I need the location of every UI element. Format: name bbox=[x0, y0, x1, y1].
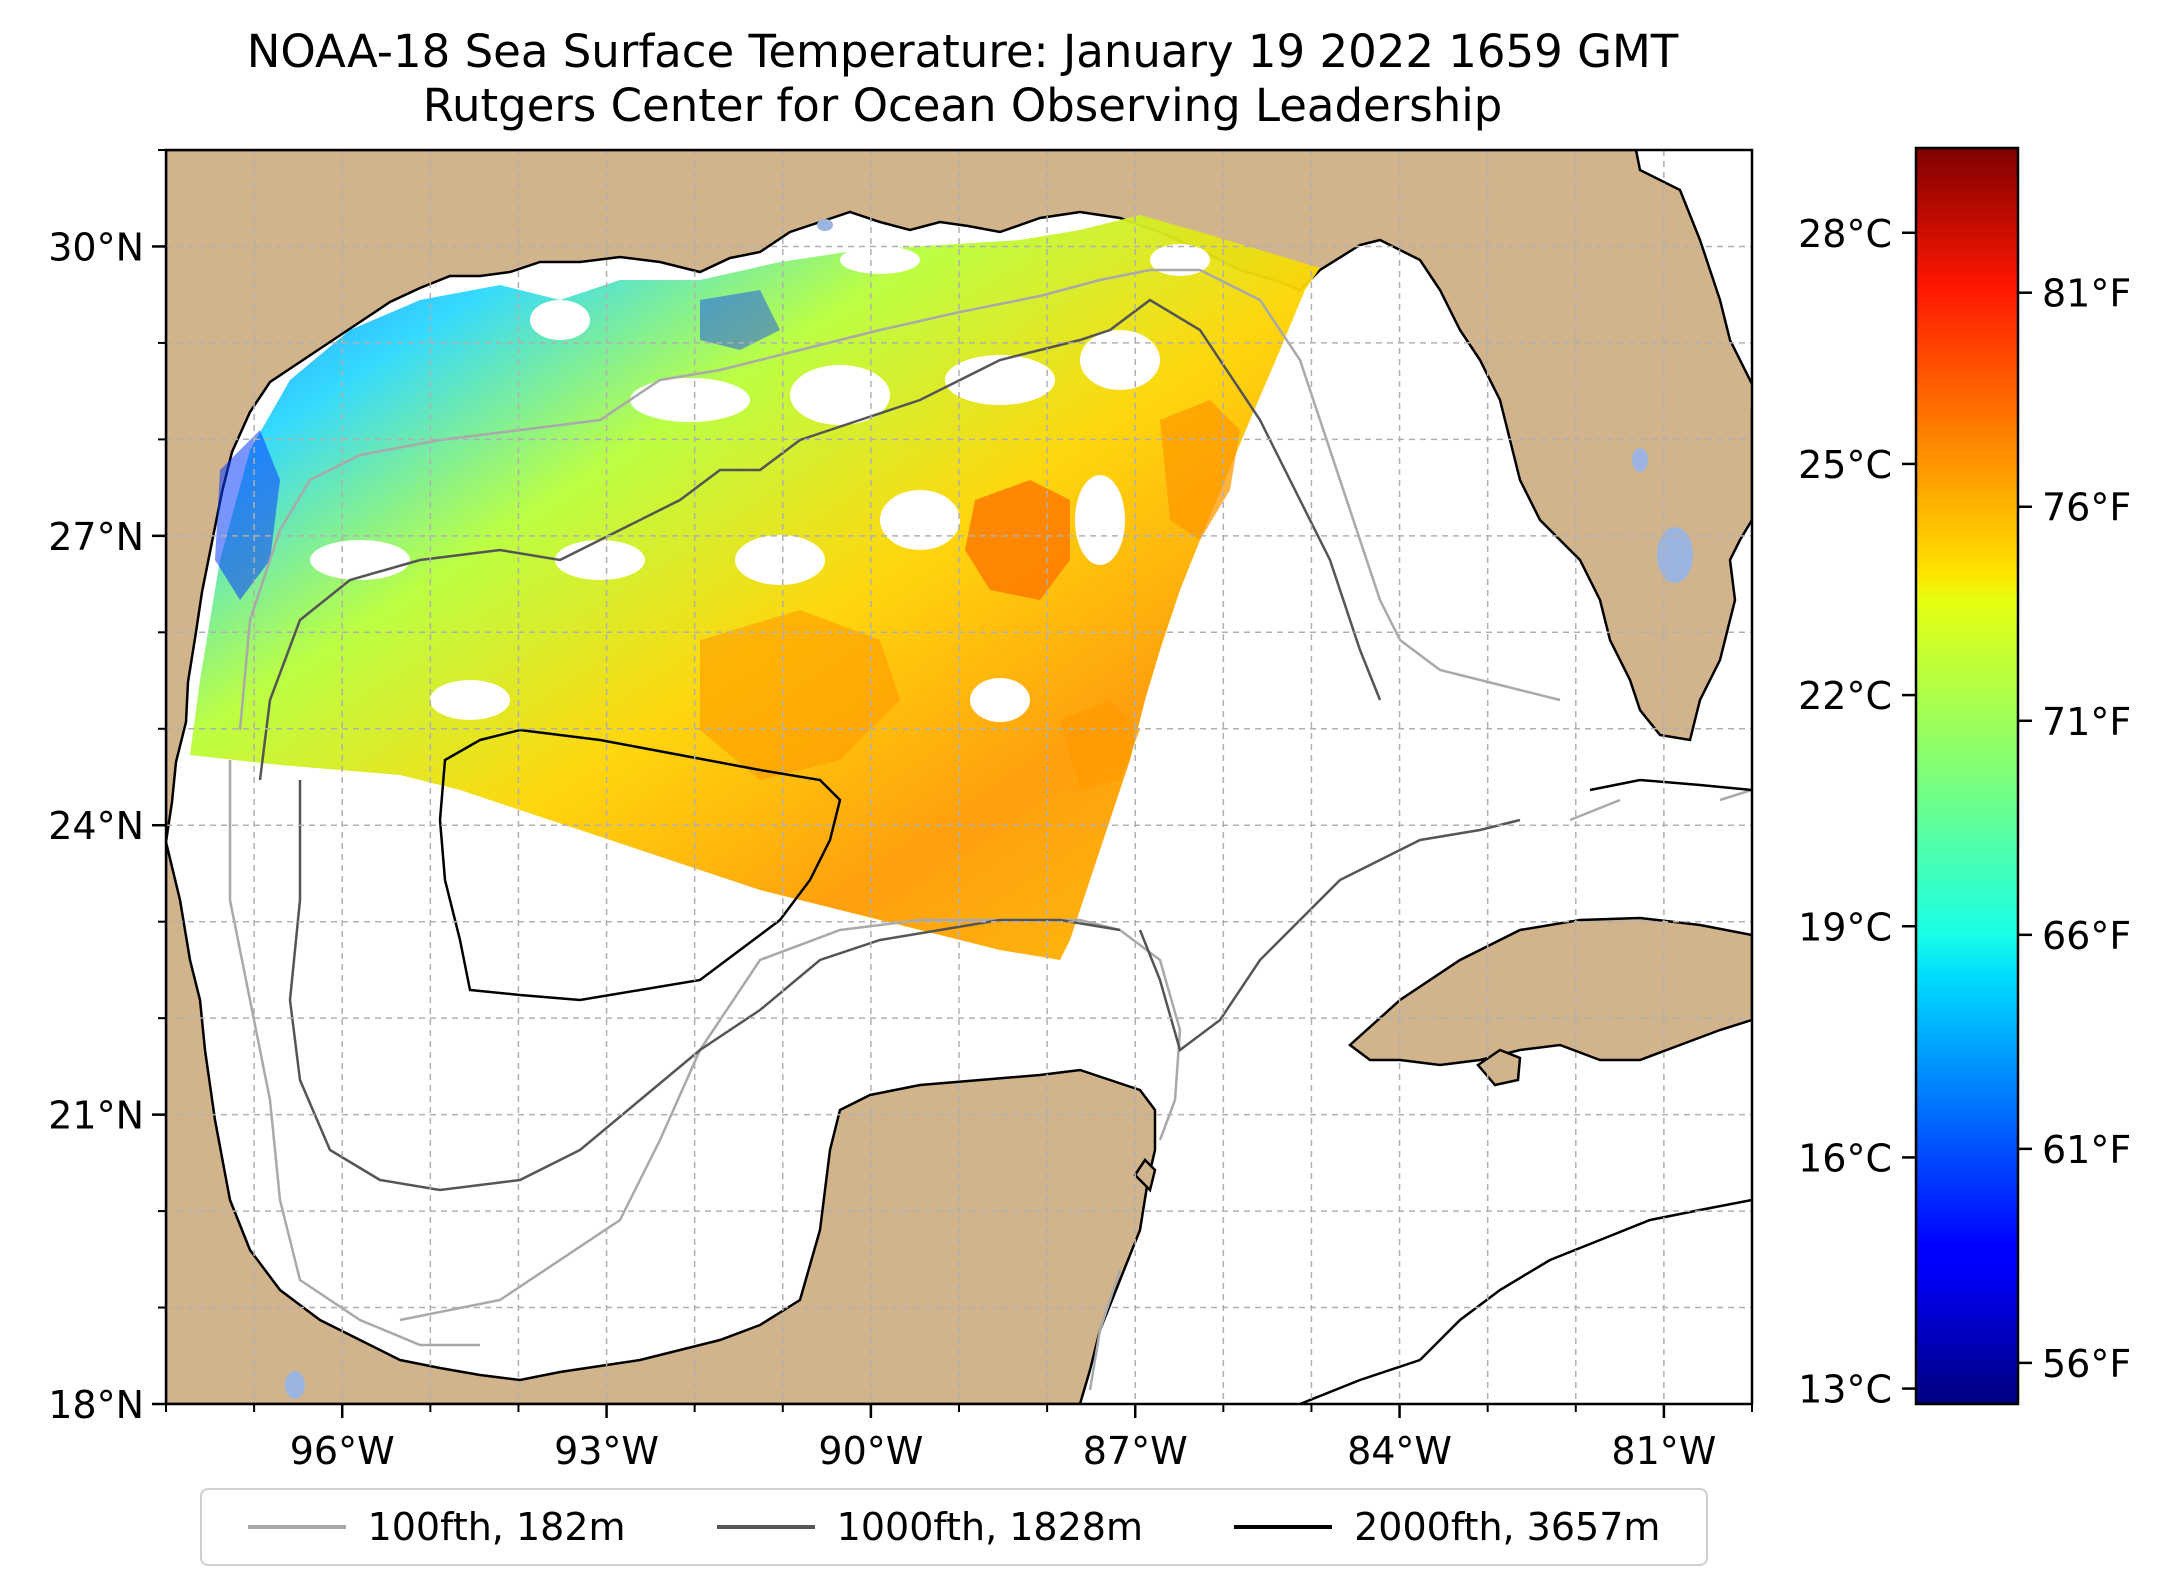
contour-1000fth bbox=[258, 298, 1521, 1192]
colorbar-ticks: 13°C 16°C 19°C 22°C 25°C 28°C 56°F 61°F 66°F 71°F… bbox=[1798, 212, 2131, 1412]
fahrenheit-tick-label: 81°F bbox=[2042, 272, 2131, 316]
legend-swatch-2000fth bbox=[1234, 1525, 1333, 1529]
map-title: NOAA-18 Sea Surface Temperature: January… bbox=[246, 25, 1679, 78]
lon-tick-label: 84°W bbox=[1347, 1429, 1452, 1473]
lat-tick-label: 21°N bbox=[48, 1094, 144, 1138]
yucatan-island-land bbox=[1133, 1158, 1157, 1193]
lat-tick-label: 18°N bbox=[48, 1383, 144, 1427]
fahrenheit-tick-label: 76°F bbox=[2042, 486, 2131, 530]
lakes bbox=[285, 219, 1693, 1399]
lat-tick-label: 27°N bbox=[48, 515, 144, 559]
fahrenheit-tick-label: 61°F bbox=[2042, 1128, 2131, 1172]
celsius-tick-label: 22°C bbox=[1798, 674, 1892, 718]
lon-tick-label: 96°W bbox=[290, 1429, 395, 1473]
celsius-tick-label: 28°C bbox=[1798, 212, 1892, 256]
lon-tick-label: 90°W bbox=[818, 1429, 923, 1473]
bathymetry-contours bbox=[228, 268, 1752, 1404]
isle-of-youth-land bbox=[1476, 1048, 1522, 1087]
map-axis-ticks: 30°N 27°N 24°N 21°N 18°N 96°W 93°W 90°W 87°W 84°W… bbox=[48, 149, 1753, 1473]
sst-swath bbox=[190, 215, 1320, 960]
contour-100fth bbox=[228, 268, 1752, 1391]
land bbox=[166, 150, 1752, 1404]
legend-item-1000fth: 1000fth, 1828m bbox=[716, 1505, 1143, 1549]
lon-tick-label: 93°W bbox=[554, 1429, 659, 1473]
legend-item-100fth: 100fth, 182m bbox=[247, 1505, 626, 1549]
fahrenheit-tick-label: 71°F bbox=[2042, 700, 2131, 744]
lon-tick-label: 81°W bbox=[1611, 1429, 1716, 1473]
graticule bbox=[166, 150, 1752, 1404]
legend-item-2000fth: 2000fth, 3657m bbox=[1234, 1505, 1660, 1549]
cuba-land bbox=[1348, 916, 1752, 1067]
legend-label-1000fth: 1000fth, 1828m bbox=[836, 1505, 1143, 1549]
us-gulf-coast-land bbox=[166, 150, 1752, 843]
legend-swatch-100fth bbox=[247, 1525, 346, 1529]
celsius-tick-label: 19°C bbox=[1798, 905, 1892, 949]
legend-label-100fth: 100fth, 182m bbox=[367, 1505, 626, 1549]
colorbar bbox=[1914, 146, 2020, 1406]
fahrenheit-tick-label: 56°F bbox=[2042, 1342, 2131, 1386]
celsius-tick-label: 16°C bbox=[1798, 1136, 1892, 1180]
bathymetry-legend: 100fth, 182m 1000fth, 1828m 2000fth, 365… bbox=[200, 1488, 1708, 1566]
map-plot-area bbox=[166, 150, 1752, 1404]
celsius-tick-label: 25°C bbox=[1798, 443, 1892, 487]
lat-tick-label: 24°N bbox=[48, 804, 144, 848]
legend-label-2000fth: 2000fth, 3657m bbox=[1354, 1505, 1661, 1549]
legend-swatch-1000fth bbox=[716, 1525, 815, 1529]
map-subtitle: Rutgers Center for Ocean Observing Leade… bbox=[422, 79, 1503, 132]
contour-2000fth bbox=[438, 728, 1752, 1404]
lat-tick-label: 30°N bbox=[48, 225, 144, 269]
celsius-tick-label: 13°C bbox=[1798, 1368, 1892, 1412]
fahrenheit-tick-label: 66°F bbox=[2042, 914, 2131, 958]
lon-tick-label: 87°W bbox=[1083, 1429, 1188, 1473]
